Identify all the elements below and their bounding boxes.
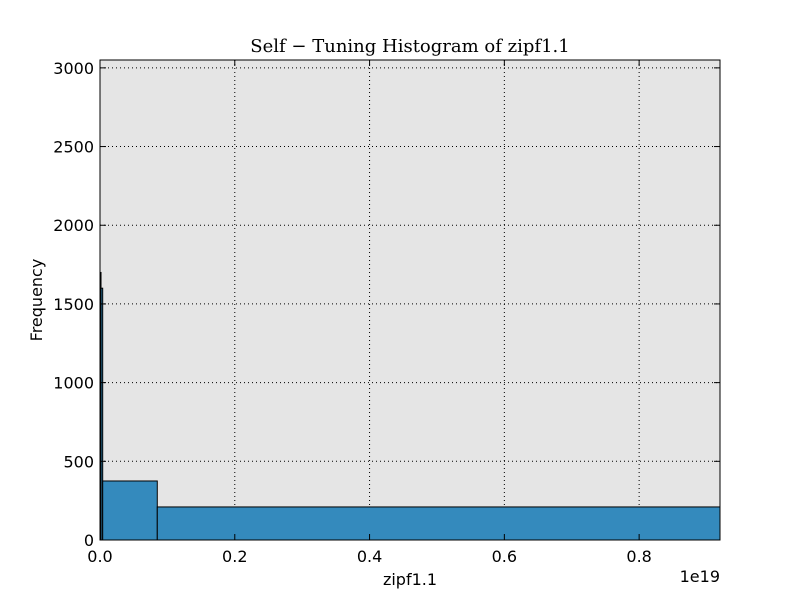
grid-lines — [100, 60, 720, 540]
axis-ticks — [99, 60, 720, 541]
plot-frame — [99, 59, 721, 541]
plot-background — [100, 60, 720, 540]
histogram-bars — [99, 271, 721, 541]
histogram-bar — [156, 506, 721, 541]
y-tick-label: 1000 — [53, 374, 94, 393]
y-tick-label: 2000 — [53, 216, 94, 235]
x-tick-label: 0.6 — [492, 547, 517, 566]
x-tick-label: 0.8 — [626, 547, 651, 566]
y-tick-label: 3000 — [53, 59, 94, 78]
x-tick-label: 0.4 — [357, 547, 382, 566]
y-tick-label: 500 — [63, 452, 94, 471]
x-axis-label: zipf1.1 — [383, 570, 437, 589]
histogram-bar — [102, 480, 158, 541]
y-tick-label: 0 — [84, 531, 94, 550]
x-tick-label: 0.2 — [222, 547, 247, 566]
y-axis-label: Frequency — [27, 259, 46, 342]
y-tick-label: 2500 — [53, 138, 94, 157]
x-scale-offset-label: 1e19 — [680, 567, 720, 586]
chart-title: Self − Tuning Histogram of zipf1.1 — [250, 36, 569, 57]
x-tick-label: 0.0 — [87, 547, 112, 566]
y-tick-label: 1500 — [53, 295, 94, 314]
tick-labels: 0.0 0.2 0.4 0.6 0.8 0 500 1000 1500 2000 2500 3000 — [53, 59, 652, 566]
